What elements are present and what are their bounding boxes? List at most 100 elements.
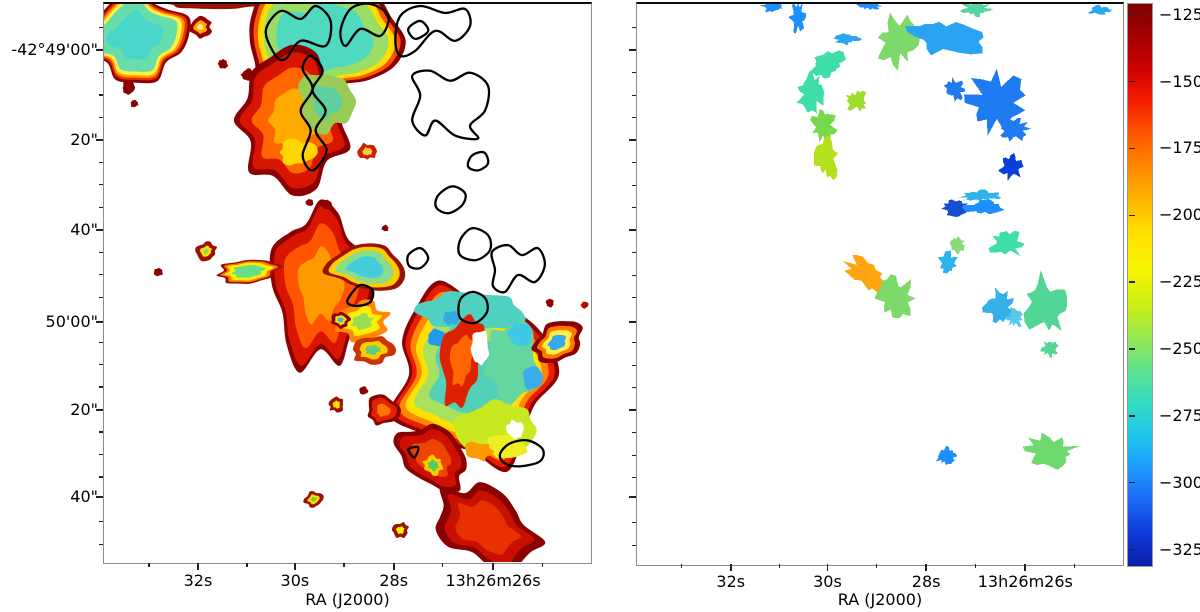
tick-mark [632, 252, 636, 254]
map-blob [941, 199, 969, 217]
contour-line [457, 290, 489, 325]
x-tick-label: 30s [813, 572, 842, 591]
tick-mark [99, 274, 103, 276]
map-blob [1023, 270, 1068, 331]
tick-mark [1128, 548, 1135, 551]
velocity-map-panel [636, 2, 1124, 566]
tick-mark [632, 207, 636, 209]
colorbar-tick-label: −275 [1159, 405, 1200, 425]
tick-mark [96, 139, 103, 141]
y-tick-label: 40" [70, 219, 98, 239]
map-blob [332, 400, 340, 409]
colorbar-tick-label: −175 [1159, 138, 1200, 158]
map-blob [153, 268, 163, 276]
map-blob [937, 250, 958, 274]
tick-mark [99, 71, 103, 74]
colorbar-gradient [1127, 3, 1153, 567]
map-blob [465, 441, 495, 462]
y-tick-label: 40" [70, 486, 98, 506]
map-blob [1000, 117, 1032, 142]
tick-mark [99, 476, 103, 478]
tick-mark [629, 409, 636, 411]
tick-mark [148, 563, 150, 567]
tick-mark [99, 296, 103, 298]
tick-mark [1128, 80, 1135, 83]
map-blob [346, 256, 384, 278]
tick-mark [1128, 147, 1135, 150]
tick-mark [826, 564, 829, 571]
contour-line [410, 69, 491, 141]
tick-mark [632, 72, 636, 74]
tick-mark [925, 564, 927, 571]
tick-mark [96, 49, 103, 51]
map-blob [813, 135, 839, 181]
map-blob [874, 274, 916, 319]
tick-mark [294, 563, 296, 570]
map-blob [759, 4, 784, 13]
tick-mark [99, 161, 103, 163]
map-blob [196, 23, 204, 31]
map-blob [310, 86, 343, 120]
tick-mark [629, 496, 636, 498]
tick-mark [96, 321, 103, 323]
map-blob [365, 344, 381, 356]
colorbar-tick-label: −325 [1159, 539, 1200, 559]
tick-mark [632, 477, 636, 479]
tick-mark [99, 251, 103, 253]
map-blob [905, 21, 984, 56]
tick-mark [632, 27, 636, 29]
tick-mark [1128, 14, 1135, 16]
tick-mark [681, 564, 683, 568]
tick-mark [541, 563, 543, 567]
map-blob [522, 366, 544, 390]
map-blob [788, 4, 807, 34]
contour-line [346, 283, 375, 308]
map-blob [455, 500, 522, 555]
contour-line [264, 4, 333, 62]
map-blob [982, 287, 1015, 324]
map-blob [856, 4, 883, 11]
map-blob [240, 68, 255, 81]
map-blob [997, 153, 1024, 182]
tick-mark [99, 453, 103, 456]
tick-mark [99, 116, 103, 119]
colorbar-tick-label: −225 [1159, 272, 1200, 292]
contour-line [406, 246, 430, 270]
map-blob [845, 90, 867, 113]
tick-mark [632, 94, 636, 96]
tick-mark [974, 564, 976, 568]
tick-mark [99, 386, 103, 388]
map-blob [935, 445, 958, 465]
map-blob [842, 255, 890, 296]
x-axis-label: RA (J2000) [837, 590, 923, 609]
contour-line [490, 243, 546, 294]
map-blob [449, 334, 475, 387]
tick-mark [1128, 348, 1135, 350]
map-blob [959, 4, 994, 18]
map-blob [959, 189, 1002, 201]
colorbar-tick-label: −150 [1159, 71, 1200, 91]
contour-line [466, 150, 490, 172]
map-blob [359, 386, 369, 395]
map-blob [122, 80, 136, 95]
map-blob [964, 68, 1026, 136]
map-blob [381, 224, 389, 232]
tick-mark [1128, 214, 1135, 217]
tick-mark [96, 409, 103, 411]
intensity-map-panel [103, 2, 592, 564]
tick-mark [343, 563, 345, 567]
tick-mark [492, 563, 494, 570]
map-blob [427, 459, 439, 472]
map-blob [580, 301, 589, 309]
map-blob [1005, 306, 1023, 328]
tick-mark [99, 206, 103, 208]
velocity-map-svg [759, 4, 1113, 470]
tick-mark [875, 564, 878, 568]
contour-line [434, 185, 467, 215]
tick-mark [632, 364, 636, 366]
x-tick-label: 13h26m26s [977, 572, 1073, 591]
tick-mark [197, 563, 199, 570]
map-blob [106, 9, 164, 60]
tick-mark [629, 49, 636, 51]
